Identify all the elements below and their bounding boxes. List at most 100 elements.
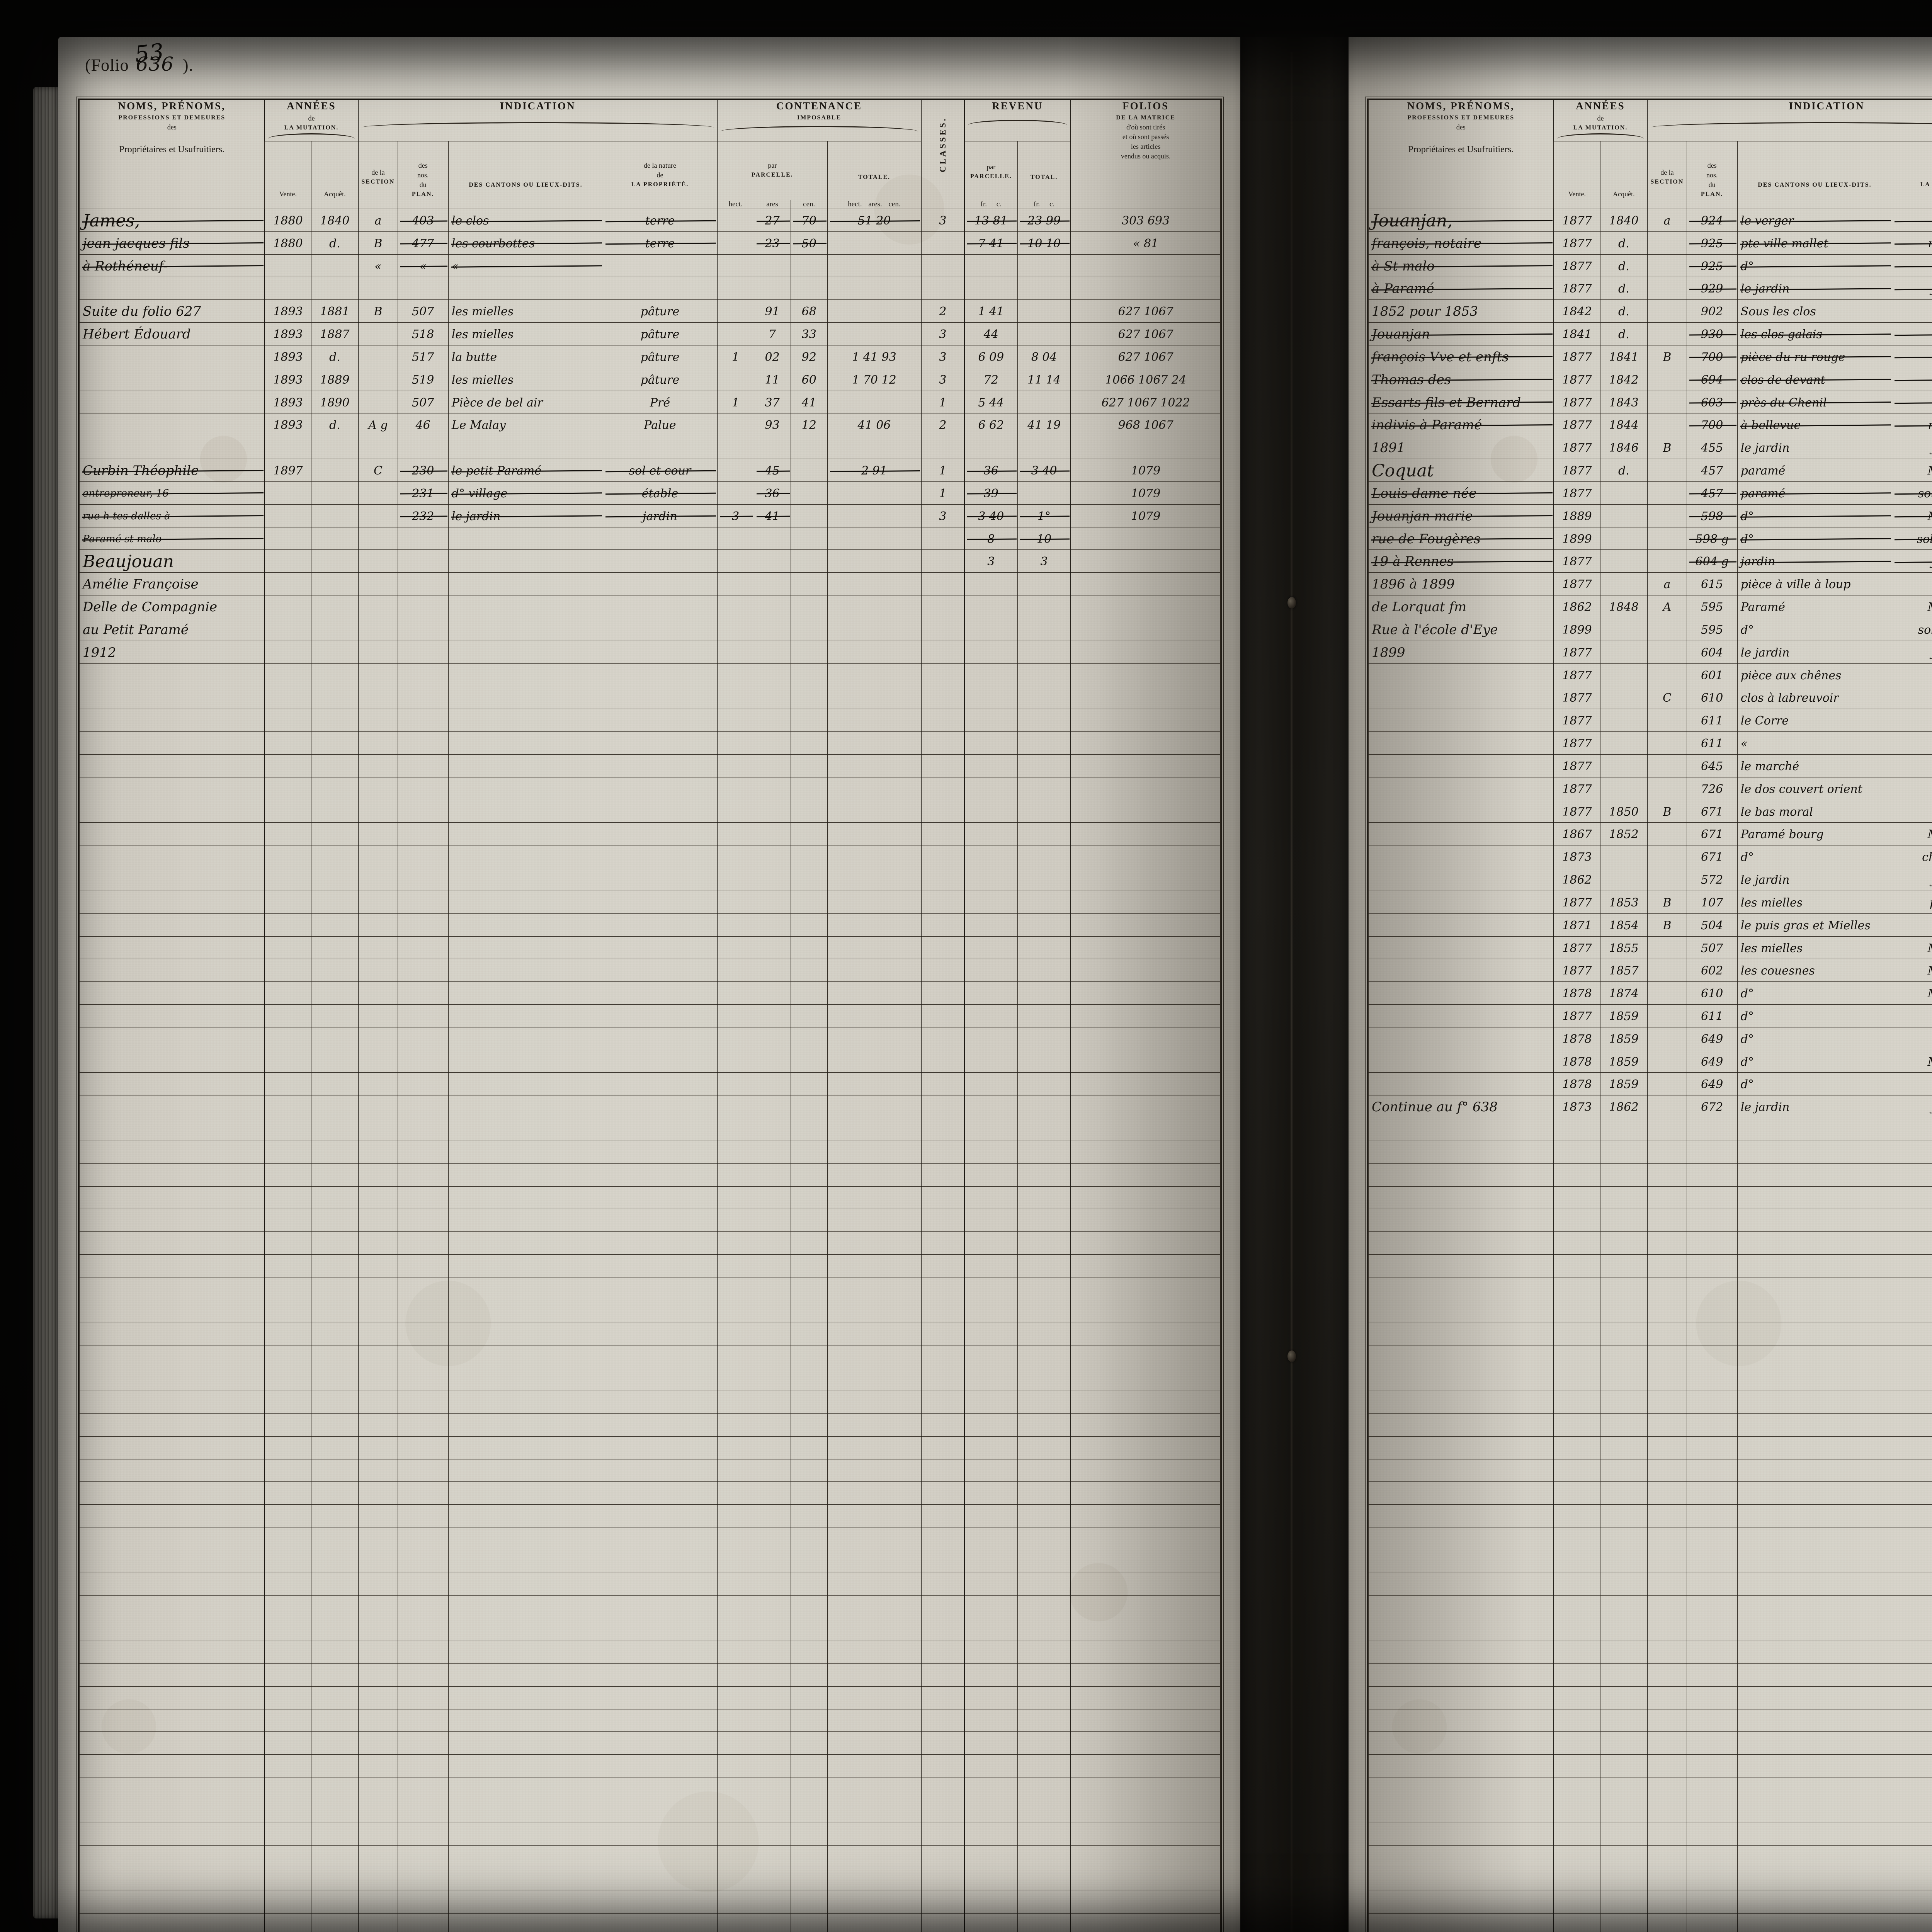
unit-blank-name [79,200,265,209]
col-indication-r: INDICATION [1647,100,1932,141]
cell-empty [1070,981,1221,1005]
cell-empty [964,1663,1018,1687]
cell-empty [753,1641,791,1664]
cell-section: « [358,254,398,277]
cell-cont-ares: 7 [753,322,791,345]
cell-revenu-total: 8 04 [1017,345,1071,368]
cell-empty [753,981,791,1005]
cell-empty [1686,1459,1738,1482]
cell-section [1647,1027,1687,1050]
cell-empty [753,1413,791,1437]
cell-classe [921,277,965,300]
cell-empty [716,1504,754,1528]
cell-empty [79,1686,265,1709]
cell-owner-name: à Rothéneuf- [79,254,265,277]
cell-empty [1647,1299,1687,1323]
cell-nature: Maison [1892,1049,1932,1073]
cell-empty [397,709,449,732]
cell-empty [716,1277,754,1300]
cell-empty [753,1822,791,1846]
cell-empty [1553,1868,1601,1891]
cell-empty [964,1140,1018,1164]
cell-year-vente: 1873 [1553,845,1601,869]
cell-section: B [1647,345,1687,368]
cell-empty [921,1663,965,1687]
table-row-empty [79,1641,1221,1664]
table-row-empty [1368,1754,1932,1778]
cell-canton: d° [1737,504,1893,527]
cell-cont-cen [790,640,828,664]
cell-empty [79,1277,265,1300]
left-units-row: hect. ares cen. hect. ares. cen. fr. [79,200,1221,209]
cell-folios-matrice: 1066 1067 24 [1070,367,1221,391]
cell-empty [1553,1822,1601,1846]
cell-section [1647,299,1687,323]
cell-empty [311,1368,359,1391]
cell-plan-number: 611 [1686,709,1738,732]
cell-empty [397,890,449,914]
cell-empty [1892,1822,1932,1846]
cell-empty [311,731,359,755]
cell-empty [264,777,312,800]
cell-folios-matrice: 627 1067 1022 [1070,390,1221,414]
cell-empty [1647,1436,1687,1459]
cell-empty [1737,1254,1893,1277]
cell-year-vente: 1893 [264,413,312,437]
book-gutter [1233,37,1356,1932]
cell-empty [1686,1413,1738,1437]
cell-empty [716,1686,754,1709]
cell-empty [753,1436,791,1459]
cell-empty [964,1186,1018,1209]
cell-empty [1553,1845,1601,1869]
cell-empty [1737,1572,1893,1596]
cell-empty [1600,1663,1648,1687]
cell-plan-number [397,617,449,641]
cell-empty [1600,1391,1648,1414]
cell-empty [79,731,265,755]
cell-owner-name: Hébert Édouard [79,322,265,345]
cell-section [358,640,398,664]
cell-classe: 3 [921,322,965,345]
cell-empty [603,1118,718,1141]
cell-empty [716,754,754,777]
cell-empty [448,777,604,800]
cell-nature: jardin [1892,640,1932,664]
cell-empty [964,1413,1018,1437]
cell-empty [790,822,828,846]
table-row-empty [79,1049,1221,1073]
cell-classe: 3 [921,367,965,391]
cell-year-acquet: d. [311,345,359,368]
cell-nature: Maison [1892,595,1932,618]
table-row-empty [1368,1140,1932,1164]
cell-empty [603,709,718,732]
cell-year-acquet: 1859 [1600,1049,1648,1073]
cell-empty [921,1004,965,1027]
cell-empty [1600,1618,1648,1641]
cell-year-acquet: 1843 [1600,390,1648,414]
cell-year-vente: 1899 [1553,617,1601,641]
table-row-empty [1368,1118,1932,1141]
cell-empty [603,1368,718,1391]
cell-empty [397,1345,449,1369]
cell-plan-number: 601 [1686,663,1738,687]
cell-year-vente: 1877 [1553,436,1601,459]
cell-empty [964,1391,1018,1414]
cell-empty [790,1799,828,1823]
cell-empty [264,845,312,869]
cell-empty [397,1913,449,1932]
table-row-empty [79,1822,1221,1846]
cell-cont-ares: 91 [753,299,791,323]
cell-canton: d° [1737,1072,1893,1096]
cell-classe: 1 [921,390,965,414]
cell-empty [964,1731,1018,1755]
cell-empty [79,1095,265,1119]
cell-owner-name: Coquat [1368,459,1554,482]
cell-empty [1070,1641,1221,1664]
table-row [79,277,1221,300]
cell-empty [448,1140,604,1164]
cell-empty [753,1686,791,1709]
cell-canton [448,572,604,596]
cell-empty [311,1095,359,1119]
